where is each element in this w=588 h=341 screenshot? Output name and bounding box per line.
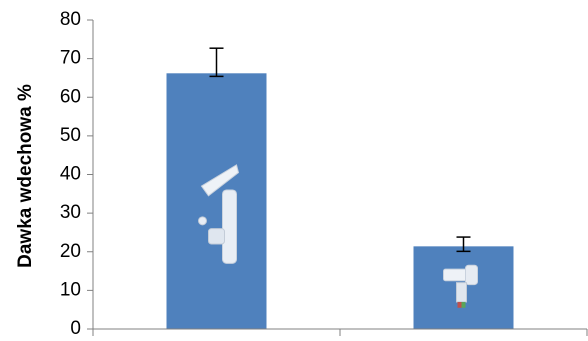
y-axis-ticks: 0 10 20 30 40 50 60 70 80: [60, 9, 93, 339]
bars-group: [166, 47, 514, 330]
y-axis-label: Dawka wdechowa %: [15, 84, 36, 268]
bar: [166, 73, 267, 330]
y-tick-label: 20: [60, 241, 81, 262]
inhaler-device-icon: [443, 264, 478, 308]
axes-group: [92, 20, 588, 336]
y-tick-label: 50: [60, 125, 81, 146]
y-tick-label: 0: [70, 318, 81, 339]
y-tick-label: 60: [60, 86, 81, 107]
nebulizer-device-icon: [198, 164, 240, 264]
y-tick-label: 10: [60, 279, 81, 300]
y-tick-label: 80: [60, 9, 81, 30]
y-tick-label: 30: [60, 202, 81, 223]
y-tick-label: 40: [60, 164, 81, 185]
y-tick-label: 70: [60, 48, 81, 69]
